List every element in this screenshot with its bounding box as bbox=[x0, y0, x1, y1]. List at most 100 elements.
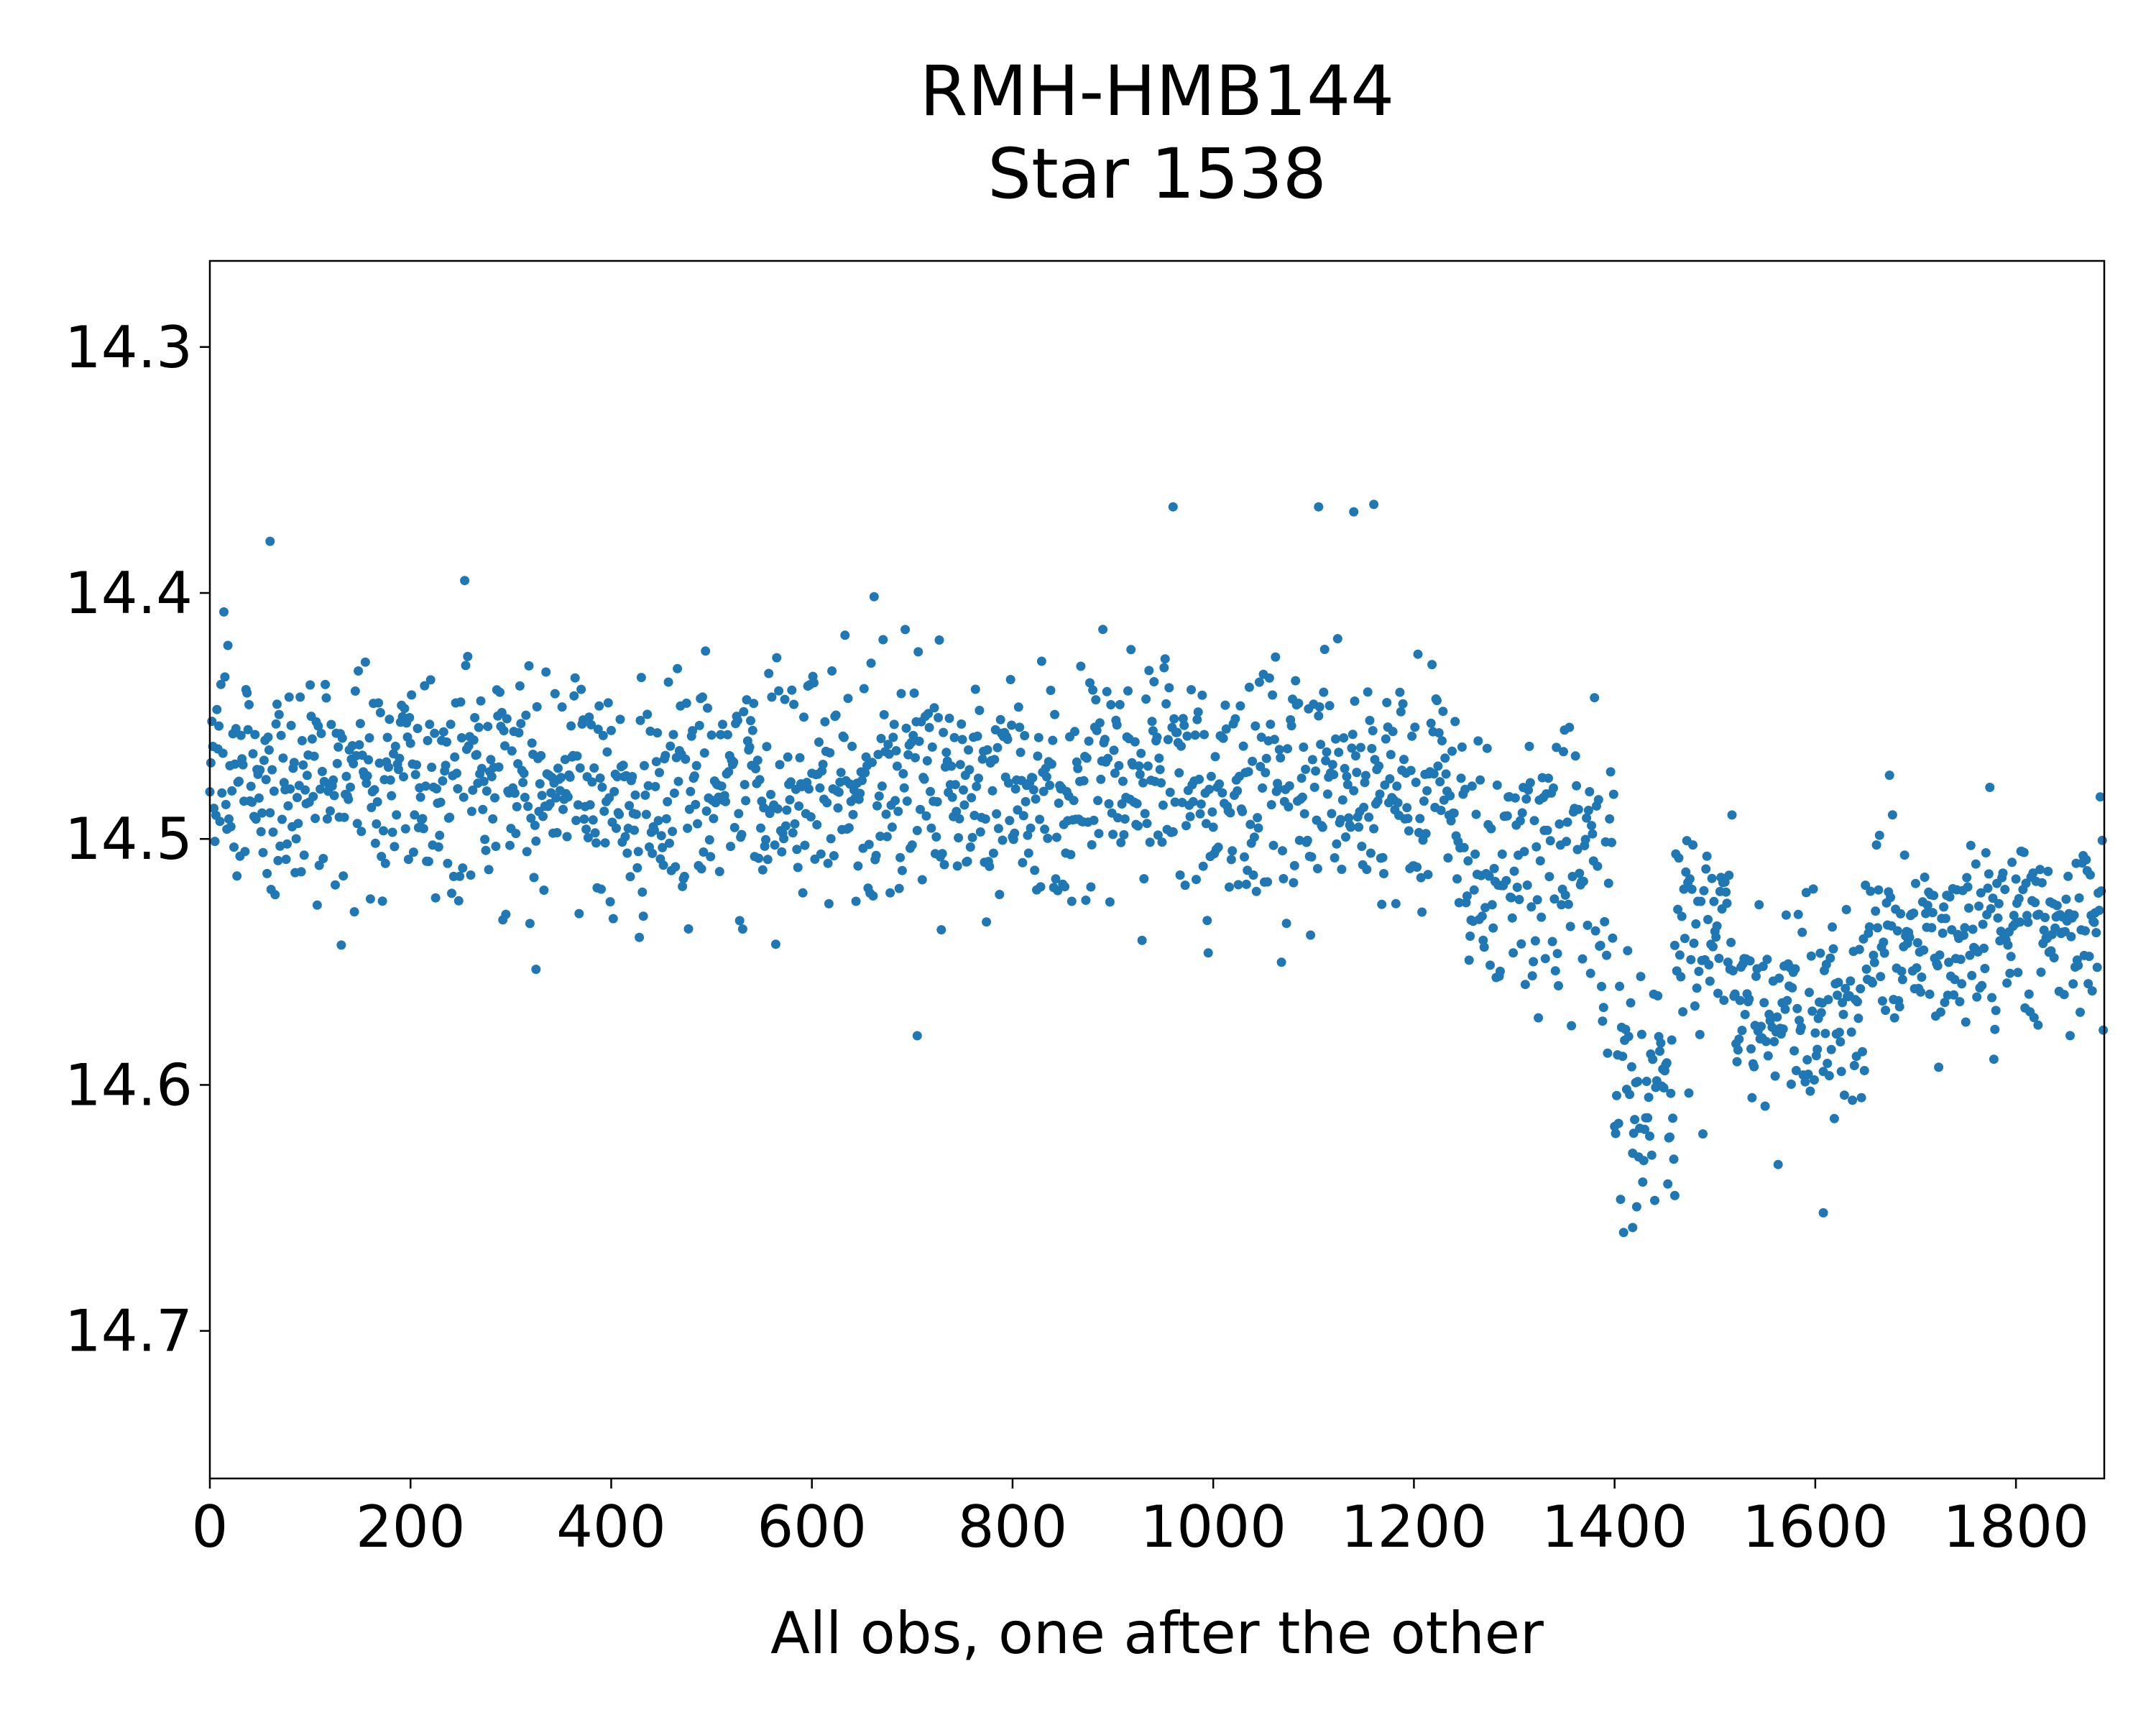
data-point-1112 bbox=[1321, 755, 1331, 765]
data-point-680 bbox=[887, 822, 897, 832]
data-point-1752 bbox=[1963, 882, 1973, 892]
data-point-77 bbox=[282, 839, 292, 849]
data-point-927 bbox=[1135, 769, 1145, 779]
data-point-944 bbox=[1152, 732, 1162, 742]
data-point-1318 bbox=[1527, 971, 1537, 981]
data-point-1518 bbox=[1728, 966, 1738, 976]
data-point-533 bbox=[740, 780, 750, 790]
data-point-1147 bbox=[1355, 742, 1365, 753]
data-point-740 bbox=[947, 792, 957, 802]
data-point-1074 bbox=[1283, 744, 1292, 754]
data-point-1122 bbox=[1331, 734, 1340, 744]
data-point-1090 bbox=[1299, 742, 1309, 752]
data-point-339 bbox=[545, 799, 555, 809]
data-point-486 bbox=[693, 819, 702, 829]
data-point-572 bbox=[779, 834, 789, 844]
data-point-620 bbox=[827, 666, 837, 676]
data-point-188 bbox=[394, 765, 403, 774]
data-point-412 bbox=[618, 760, 628, 770]
data-point-1576 bbox=[1786, 1080, 1796, 1089]
data-point-539 bbox=[746, 716, 755, 726]
data-point-1183 bbox=[1392, 781, 1402, 791]
data-point-483 bbox=[689, 771, 699, 781]
data-point-79 bbox=[284, 692, 294, 702]
data-point-367 bbox=[573, 800, 583, 810]
data-point-180 bbox=[385, 775, 395, 785]
data-point-1878 bbox=[2089, 917, 2099, 927]
data-point-826 bbox=[1033, 732, 1044, 742]
data-point-627 bbox=[834, 787, 844, 797]
data-point-397 bbox=[603, 698, 613, 708]
data-point-443 bbox=[650, 825, 659, 835]
data-point-1591 bbox=[1801, 888, 1811, 898]
data-point-786 bbox=[993, 824, 1003, 834]
data-point-274 bbox=[480, 834, 490, 845]
data-point-693 bbox=[900, 625, 911, 635]
data-point-1773 bbox=[1984, 869, 1994, 879]
data-point-220 bbox=[425, 675, 436, 685]
data-point-1539 bbox=[1749, 1062, 1759, 1072]
data-point-583 bbox=[790, 819, 800, 829]
data-point-496 bbox=[703, 703, 712, 713]
data-point-500 bbox=[706, 730, 717, 740]
data-point-280 bbox=[486, 755, 496, 765]
data-point-324 bbox=[530, 820, 540, 830]
data-point-1546 bbox=[1756, 1021, 1766, 1031]
data-point-912 bbox=[1120, 814, 1130, 824]
data-point-1536 bbox=[1746, 1044, 1756, 1054]
data-point-241 bbox=[447, 888, 456, 898]
data-point-1177 bbox=[1386, 750, 1396, 760]
data-point-1717 bbox=[1927, 908, 1938, 918]
data-point-1 bbox=[206, 758, 216, 768]
data-point-1880 bbox=[2091, 928, 2101, 938]
data-point-1002 bbox=[1210, 752, 1220, 762]
data-point-871 bbox=[1079, 776, 1089, 786]
data-point-264 bbox=[470, 713, 480, 722]
data-point-113 bbox=[318, 854, 328, 863]
data-point-1372 bbox=[1582, 813, 1592, 823]
data-point-373 bbox=[579, 814, 589, 824]
data-point-293 bbox=[499, 726, 509, 736]
data-point-390 bbox=[596, 884, 606, 894]
data-point-1897 bbox=[531, 965, 541, 975]
data-point-538 bbox=[745, 742, 755, 752]
data-point-1040 bbox=[1248, 870, 1258, 880]
data-point-1559 bbox=[1769, 1036, 1779, 1046]
data-point-1708 bbox=[1919, 945, 1929, 955]
data-point-458 bbox=[665, 838, 674, 848]
data-point-1893 bbox=[1628, 1223, 1638, 1233]
data-point-768 bbox=[975, 827, 985, 837]
data-point-319 bbox=[525, 919, 535, 929]
data-point-1625 bbox=[1835, 1037, 1846, 1046]
data-point-1306 bbox=[1515, 816, 1525, 826]
data-point-321 bbox=[527, 738, 537, 748]
data-point-806 bbox=[1013, 702, 1023, 712]
data-point-911 bbox=[1119, 829, 1129, 840]
data-point-676 bbox=[883, 740, 893, 750]
data-point-737 bbox=[944, 713, 954, 723]
data-point-1135 bbox=[1344, 813, 1354, 823]
data-point-1467 bbox=[1677, 911, 1687, 921]
data-point-1388 bbox=[1598, 1016, 1608, 1026]
data-point-692 bbox=[899, 783, 909, 793]
data-point-235 bbox=[441, 760, 451, 770]
data-point-447 bbox=[653, 816, 663, 826]
data-point-389 bbox=[595, 773, 605, 783]
data-point-170 bbox=[375, 708, 385, 717]
data-point-203 bbox=[408, 847, 418, 857]
data-point-734 bbox=[941, 748, 952, 758]
data-point-1484 bbox=[1694, 967, 1704, 976]
data-point-1043 bbox=[1251, 886, 1261, 896]
data-point-624 bbox=[831, 710, 841, 720]
data-point-111 bbox=[316, 729, 326, 738]
data-point-532 bbox=[739, 707, 749, 717]
data-point-181 bbox=[387, 791, 397, 801]
data-point-527 bbox=[734, 809, 744, 819]
data-point-360 bbox=[566, 721, 576, 731]
data-point-1293 bbox=[1502, 811, 1512, 821]
data-point-1761 bbox=[1972, 992, 1982, 1002]
data-point-727 bbox=[934, 635, 944, 645]
data-point-1238 bbox=[1447, 746, 1457, 756]
data-point-1048 bbox=[1256, 732, 1266, 742]
data-point-1754 bbox=[1965, 950, 1975, 960]
